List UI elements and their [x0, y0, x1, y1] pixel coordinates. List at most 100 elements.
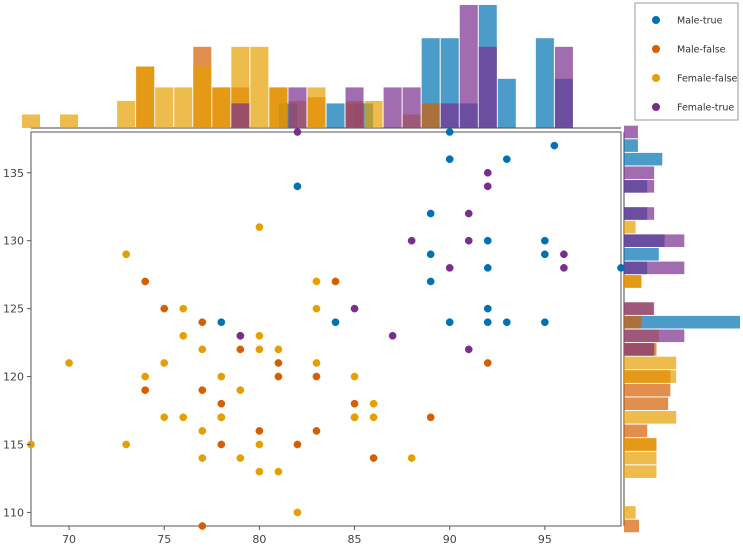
x-tick-label: 80 — [252, 533, 266, 546]
top-hist-bar-male-true — [535, 38, 554, 128]
y-tick-label: 110 — [3, 506, 24, 519]
point-male-false — [369, 454, 378, 462]
point-female-false — [198, 345, 207, 354]
point-female-false — [255, 331, 264, 340]
top-hist-bar-male-false — [421, 103, 440, 128]
top-hist-bar-female-true — [402, 87, 421, 128]
point-female-false — [236, 454, 245, 462]
x-tick-label: 85 — [348, 533, 362, 546]
point-male-false — [141, 386, 150, 394]
point-female-false — [217, 413, 226, 422]
point-male-true — [483, 236, 492, 245]
point-female-false — [312, 304, 321, 313]
top-hist-bar-female-false — [60, 114, 79, 128]
x-tick-label: 95 — [538, 533, 552, 546]
x-tick-label: 70 — [62, 533, 76, 546]
right-hist-bar-female-true — [624, 125, 638, 139]
x-tick-label: 90 — [443, 533, 457, 546]
right-hist-bar-female-false — [624, 411, 677, 424]
top-hist-bar-male-true — [497, 78, 516, 128]
point-male-true — [550, 141, 559, 150]
point-female-false — [350, 372, 359, 381]
right-hist-bar-female-false — [624, 451, 657, 465]
top-hist-bar-female-true — [345, 87, 364, 128]
point-female-false — [274, 467, 283, 476]
y-tick-label: 125 — [3, 303, 24, 316]
right-hist-bar-male-false — [624, 315, 642, 329]
legend[interactable]: Male-true Male-false Female-false Female-tr… — [634, 2, 739, 121]
y-axis: 110 115 120 125 130 135 — [3, 167, 31, 519]
point-male-true — [483, 304, 492, 313]
right-hist-bar-female-true — [624, 207, 655, 220]
right-hist-bar-female-false — [624, 220, 636, 234]
point-female-false — [312, 359, 321, 367]
top-marginal-histogram — [21, 5, 621, 129]
y-tick-label: 115 — [3, 438, 24, 451]
point-female-true — [445, 264, 454, 272]
top-hist-bar-female-true — [383, 87, 402, 128]
point-female-true — [464, 345, 473, 354]
legend-marker-male-false — [652, 45, 660, 53]
point-female-true — [407, 236, 416, 245]
point-female-false — [255, 345, 264, 354]
point-male-true — [426, 277, 435, 286]
right-hist-bar-female-false — [624, 438, 657, 451]
point-female-false — [312, 277, 321, 286]
point-female-false — [160, 359, 169, 367]
point-female-false — [255, 440, 264, 449]
legend-label-male-true[interactable]: Male-true — [677, 16, 723, 27]
point-female-false — [407, 454, 416, 462]
point-female-true — [560, 250, 568, 259]
right-hist-bar-female-true — [624, 180, 655, 193]
point-female-false — [274, 345, 283, 354]
point-female-true — [236, 331, 245, 340]
point-male-false — [255, 427, 264, 435]
point-female-true — [464, 236, 473, 245]
legend-box — [634, 2, 739, 121]
right-hist-bar-female-false — [624, 465, 657, 478]
right-hist-bar-male-false — [624, 424, 648, 438]
point-male-false — [236, 345, 245, 354]
right-hist-bar-male-false — [624, 383, 671, 397]
point-male-false — [274, 372, 283, 381]
point-male-true — [502, 318, 511, 327]
right-hist-bar-female-true — [624, 302, 655, 315]
top-hist-bar-female-false — [307, 87, 326, 128]
point-male-true — [445, 128, 454, 136]
point-female-false — [350, 413, 359, 422]
right-hist-bar-female-true — [624, 166, 655, 180]
legend-marker-female-false — [652, 74, 660, 82]
top-hist-bar-female-true — [459, 5, 478, 128]
point-female-true — [560, 264, 568, 272]
right-hist-bar-female-false — [624, 506, 636, 519]
point-female-true — [388, 331, 397, 340]
point-female-false — [198, 454, 207, 462]
point-female-false — [179, 413, 188, 422]
x-axis: 70 75 80 85 90 95 — [62, 526, 552, 546]
point-male-false — [198, 386, 207, 394]
point-male-true — [331, 318, 340, 327]
legend-label-female-false[interactable]: Female-false — [677, 74, 738, 85]
y-tick-label: 130 — [3, 235, 24, 248]
point-male-false — [217, 399, 226, 408]
legend-label-female-true[interactable]: Female-true — [677, 103, 734, 114]
point-male-true — [217, 318, 226, 327]
top-hist-bar-female-false — [174, 87, 193, 128]
point-female-false — [369, 399, 378, 408]
right-marginal-histogram — [623, 125, 740, 533]
top-hist-bar-female-true — [478, 46, 497, 128]
point-male-false — [198, 318, 207, 327]
point-female-true — [464, 209, 473, 218]
top-hist-bar-female-false — [269, 87, 288, 128]
point-male-false — [483, 359, 492, 367]
top-hist-bar-female-false — [21, 114, 41, 128]
point-female-false — [217, 372, 226, 381]
point-male-false — [274, 359, 283, 367]
right-hist-bar-male-false — [624, 519, 640, 533]
legend-label-male-false[interactable]: Male-false — [677, 45, 726, 56]
right-hist-bar-female-true — [624, 234, 685, 247]
top-hist-bar-female-true — [288, 87, 307, 128]
y-tick-label: 120 — [3, 371, 24, 384]
right-hist-bar-male-true — [624, 315, 740, 329]
